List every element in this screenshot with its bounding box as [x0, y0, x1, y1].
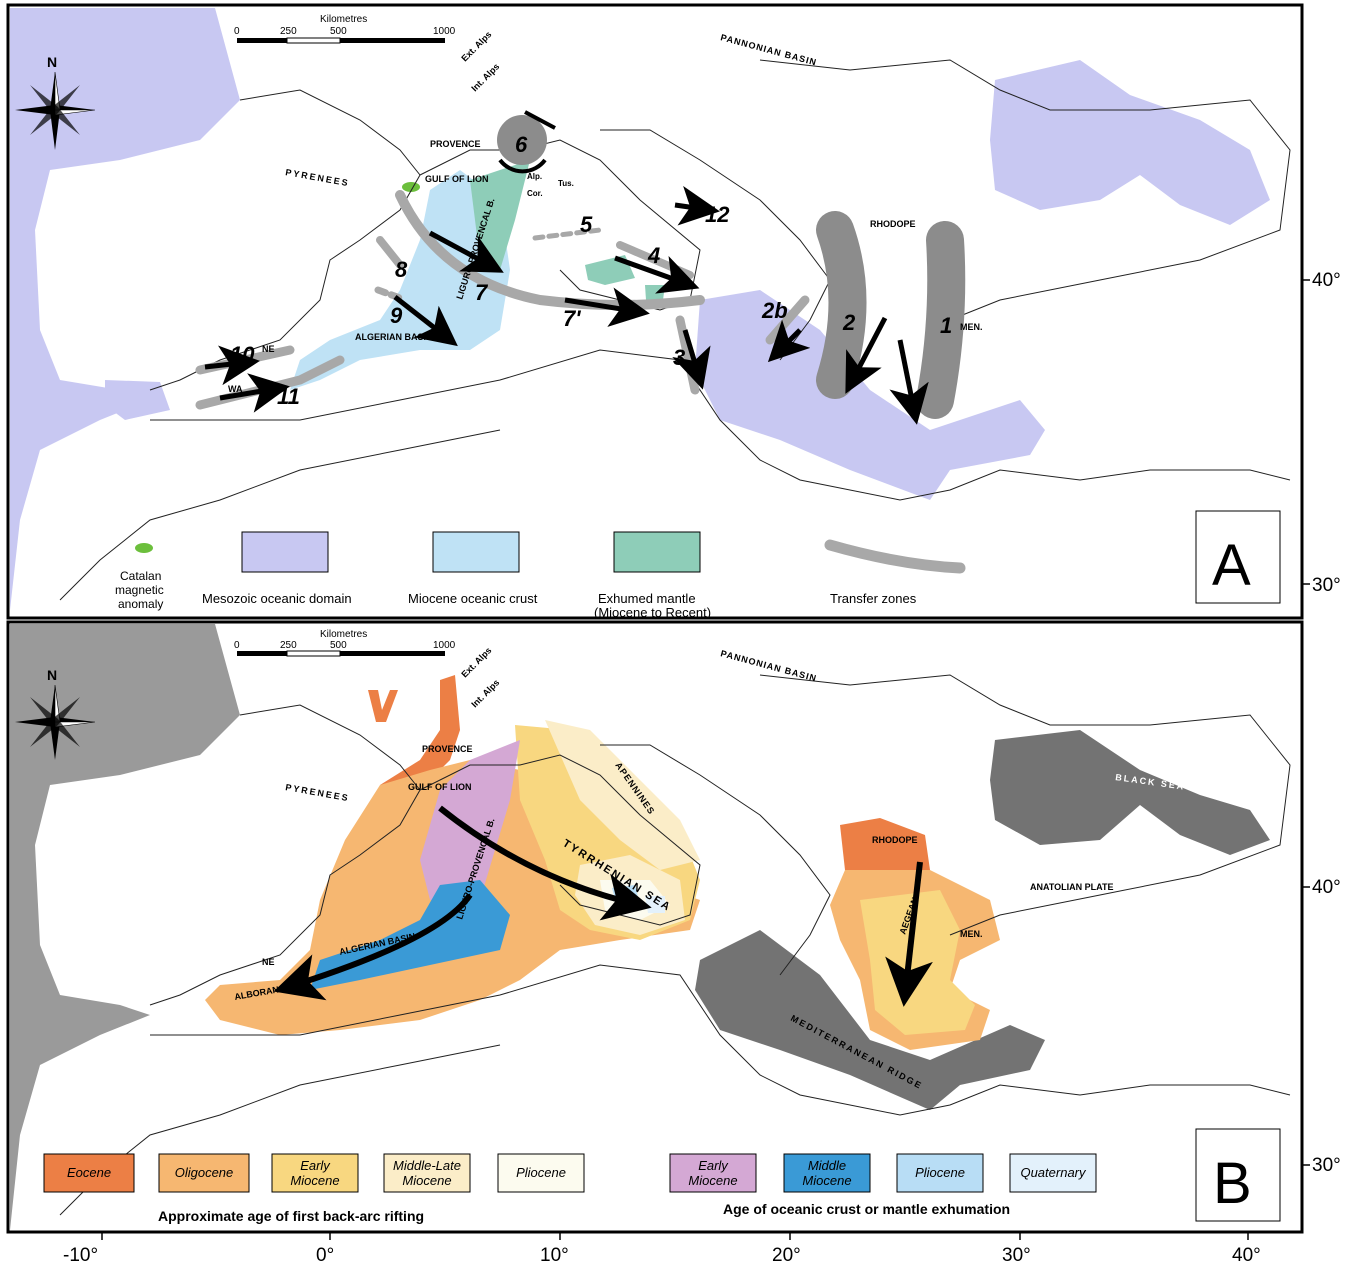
svg-text:Tus.: Tus.: [558, 179, 574, 188]
svg-text:30°: 30°: [1312, 575, 1341, 596]
axis-ticks: [101, 279, 1310, 1240]
catalan-anomaly: [402, 182, 420, 192]
svg-text:N: N: [47, 667, 57, 683]
svg-text:Catalan magnetic: Catalan magnetic anomaly: [115, 569, 167, 611]
motion-arrows-b: [273, 805, 933, 1007]
axis-labels: 40° 30° 40° 30° -10° 0° 10° 20° 30° 40°: [63, 270, 1341, 1266]
svg-text:NE: NE: [262, 957, 275, 967]
eocene-rhodope: [840, 818, 930, 880]
svg-text:11: 11: [277, 384, 300, 409]
legend-b: Eocene Oligocene Early Miocene Middle-Lat…: [43, 1153, 1097, 1224]
svg-text:Alp.: Alp.: [527, 172, 542, 181]
svg-text:-10°: -10°: [63, 1245, 98, 1266]
svg-text:Kilometres: Kilometres: [320, 629, 367, 640]
crust-early-miocene: [420, 740, 520, 900]
coastlines-b: [59, 674, 1291, 1216]
svg-text:2: 2: [842, 310, 856, 335]
svg-text:Transfer zones: Transfer zones: [830, 591, 917, 606]
svg-text:Miocene oceanic crust: Miocene oceanic crust: [408, 591, 538, 606]
svg-text:Oligocene: Oligocene: [175, 1165, 234, 1180]
svg-text:N: N: [47, 54, 57, 70]
svg-text:10°: 10°: [540, 1245, 569, 1266]
svg-text:PROVENCE: PROVENCE: [422, 744, 473, 754]
svg-text:1000: 1000: [433, 26, 456, 37]
svg-text:Age of oceanic crust or mantle: Age of oceanic crust or mantle exhumatio…: [723, 1201, 1010, 1217]
black-sea-area: [990, 730, 1270, 855]
svg-text:8: 8: [395, 257, 408, 282]
panel-letter-b: B: [1213, 1151, 1252, 1216]
svg-text:10: 10: [230, 342, 255, 367]
black-sea-mesozoic: [990, 60, 1270, 225]
scale-bar-a: Kilometres 0 250 500 1000: [234, 14, 456, 44]
scale-bar-b: Kilometres 0 250 500 1000: [234, 629, 456, 657]
svg-text:500: 500: [330, 640, 347, 651]
atlantic-area-b: [10, 624, 240, 1230]
svg-text:6: 6: [515, 132, 528, 157]
atlantic-mesozoic-area: [10, 8, 240, 610]
rotation-6-disc: [497, 115, 547, 165]
svg-text:250: 250: [280, 26, 297, 37]
svg-text:40°: 40°: [1312, 270, 1341, 291]
atlantic-blob: [105, 380, 170, 420]
svg-text:0°: 0°: [316, 1245, 334, 1266]
svg-text:MEN.: MEN.: [960, 322, 983, 332]
svg-text:12: 12: [705, 202, 730, 227]
svg-text:Cor.: Cor.: [527, 189, 543, 198]
svg-text:500: 500: [330, 26, 347, 37]
svg-text:Eocene: Eocene: [67, 1165, 111, 1180]
svg-text:RHODOPE: RHODOPE: [872, 835, 918, 845]
svg-text:0: 0: [234, 640, 240, 651]
svg-text:1: 1: [940, 313, 952, 338]
svg-text:Exhumed mantle (Miocen: Exhumed mantle (Miocene to Recent): [594, 591, 711, 620]
svg-text:GULF OF LION: GULF OF LION: [408, 782, 472, 792]
svg-text:20°: 20°: [772, 1245, 801, 1266]
svg-text:3: 3: [673, 345, 685, 370]
svg-text:ANATOLIAN PLATE: ANATOLIAN PLATE: [1030, 882, 1114, 892]
svg-text:RHODOPE: RHODOPE: [870, 219, 916, 229]
legend-a: Catalan magnetic anomaly Mesozoic oceani…: [115, 531, 917, 620]
svg-text:WA: WA: [228, 384, 243, 394]
panel-letter-a: A: [1212, 533, 1251, 598]
svg-text:Pliocene: Pliocene: [915, 1165, 965, 1180]
svg-text:5: 5: [580, 212, 593, 237]
panel-a: 1 2 2b 3 4 5 6 7 7' 8 9 10 11 12 PANNONI…: [6, 3, 1304, 620]
svg-text:30°: 30°: [1002, 1245, 1031, 1266]
north-arrow-b: N: [15, 667, 96, 760]
panel-b: PANNONIAN BASIN Ext. Alps Int. Alps PROV…: [6, 620, 1304, 1234]
svg-text:NE: NE: [262, 344, 275, 354]
exhumed-mantle-small: [645, 285, 665, 300]
north-arrow-a: N: [15, 54, 96, 150]
svg-text:7': 7': [563, 306, 581, 331]
svg-text:Approximate age of first back-: Approximate age of first back-arc riftin…: [158, 1208, 424, 1224]
svg-text:30°: 30°: [1312, 1155, 1341, 1176]
svg-text:Kilometres: Kilometres: [320, 14, 367, 25]
svg-text:1000: 1000: [433, 640, 456, 651]
svg-text:7: 7: [475, 280, 489, 305]
svg-text:4: 4: [647, 243, 660, 268]
svg-text:Quaternary: Quaternary: [1020, 1165, 1087, 1180]
svg-text:Pliocene: Pliocene: [516, 1165, 566, 1180]
svg-text:2b: 2b: [761, 298, 788, 323]
svg-text:9: 9: [390, 303, 403, 328]
svg-text:0: 0: [234, 26, 240, 37]
motion-arrows-a: [204, 185, 929, 425]
svg-text:ALGERIAN BASIN: ALGERIAN BASIN: [355, 332, 433, 342]
svg-text:GULF OF LION: GULF OF LION: [425, 174, 489, 184]
svg-text:40°: 40°: [1312, 877, 1341, 898]
feature-numbers-a: 1 2 2b 3 4 5 6 7 7' 8 9 10 11 12: [230, 132, 952, 409]
svg-text:PROVENCE: PROVENCE: [430, 139, 481, 149]
svg-text:Mesozoic oceanic domain: Mesozoic oceanic domain: [202, 591, 352, 606]
eocene-v: [368, 690, 398, 722]
mediterranean-ridge-area: [695, 930, 1045, 1110]
svg-text:40°: 40°: [1232, 1245, 1261, 1266]
svg-text:250: 250: [280, 640, 297, 651]
svg-text:MEN.: MEN.: [960, 929, 983, 939]
